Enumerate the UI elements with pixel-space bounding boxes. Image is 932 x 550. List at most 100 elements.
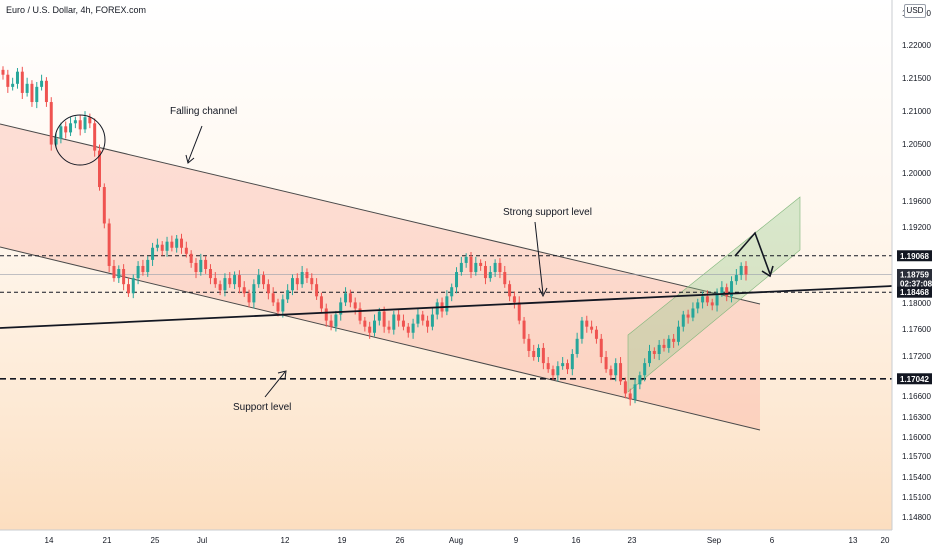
price-tick-label: 1.14800 — [902, 513, 931, 522]
gap-highlight-circle[interactable] — [54, 114, 106, 166]
time-tick-label: 9 — [514, 536, 519, 545]
price-tag[interactable] — [897, 250, 932, 262]
time-tick-label: Sep — [707, 536, 722, 545]
candle-body — [146, 259, 150, 273]
candle-body — [136, 265, 140, 279]
candle-body — [78, 120, 82, 130]
candle-body — [715, 293, 719, 306]
time-axis-panel[interactable] — [0, 530, 892, 550]
strong-support-trendline[interactable] — [0, 285, 893, 329]
time-tick-label: 26 — [396, 536, 405, 545]
price-tick-label: 1.22000 — [902, 41, 931, 50]
candle-body — [541, 347, 545, 364]
candle-body — [498, 262, 502, 273]
candle-body — [223, 278, 227, 291]
candle-body — [667, 338, 671, 348]
candle-body — [469, 256, 473, 273]
candle-body — [30, 83, 34, 103]
candle-body — [151, 247, 155, 260]
candle-body — [377, 311, 381, 321]
candle-body — [199, 259, 203, 273]
price-tag[interactable] — [897, 269, 932, 290]
time-tick-label: 19 — [338, 536, 347, 545]
candle-body — [648, 350, 652, 364]
candle-body — [556, 366, 560, 376]
candle-body — [180, 238, 184, 248]
falling-channel-arrowhead — [185, 154, 195, 164]
price-tick-label: 1.21500 — [902, 74, 931, 83]
candle-body — [609, 369, 613, 376]
candle-body — [397, 314, 401, 321]
candle-body — [512, 296, 516, 303]
candle-body — [348, 293, 352, 303]
projection-path[interactable] — [734, 231, 771, 275]
price-tick-label: 1.17200 — [902, 352, 931, 361]
candle-body — [160, 244, 164, 251]
candle-body — [93, 123, 97, 151]
annotation-label[interactable]: Strong support level — [503, 207, 592, 218]
candle-body — [155, 244, 159, 248]
currency-badge[interactable]: USD — [904, 4, 926, 18]
candle-body — [184, 247, 188, 254]
candle-body — [15, 71, 19, 84]
candle-body — [276, 302, 280, 312]
price-tick-label: 1.20500 — [902, 140, 931, 149]
candle-body — [11, 83, 15, 87]
candle-body — [290, 278, 294, 291]
candle-body — [638, 375, 642, 385]
candle-body — [252, 284, 256, 303]
candle-body — [421, 314, 425, 321]
candle-body — [643, 363, 647, 376]
candle-body — [537, 347, 541, 358]
candle-body — [580, 320, 584, 339]
price-tag[interactable] — [897, 286, 932, 298]
candle-body — [373, 320, 376, 333]
candle-body — [218, 284, 222, 291]
falling-channel-upper-line[interactable] — [0, 123, 761, 305]
candle-body — [426, 320, 430, 327]
candle-body — [561, 363, 565, 367]
candle-body — [69, 123, 73, 133]
price-tick-label: 1.16600 — [902, 392, 931, 401]
candle-body — [344, 293, 348, 303]
candle-body — [725, 287, 729, 297]
candle-body — [310, 278, 314, 285]
candle-body — [237, 275, 241, 288]
falling-channel-fill — [0, 124, 760, 430]
candle-body — [131, 278, 135, 294]
candle-body — [73, 120, 77, 124]
candle-body — [720, 287, 724, 294]
candle-body — [628, 393, 632, 400]
candle-body — [594, 329, 598, 339]
strong-support-arrowhead — [538, 287, 548, 298]
candle-body — [363, 320, 367, 327]
candle-body — [49, 102, 53, 145]
candle-body — [329, 320, 333, 327]
price-tag-label: 1.19068 — [900, 252, 929, 261]
time-tick-label: 20 — [881, 536, 890, 545]
falling-channel-lower-line[interactable] — [0, 246, 761, 431]
annotation-label[interactable]: Support level — [233, 402, 291, 413]
falling-channel-pointer — [187, 125, 203, 163]
candle-body — [339, 302, 343, 315]
price-tag[interactable] — [897, 373, 932, 385]
candle-body — [691, 308, 695, 318]
candle-body — [455, 272, 459, 288]
candle-body — [681, 314, 685, 327]
time-tick-label: 25 — [151, 536, 160, 545]
candle-body — [83, 117, 87, 130]
candle-body — [305, 272, 309, 279]
price-tick-label: 1.19600 — [902, 197, 931, 206]
annotation-label[interactable]: Falling channel — [170, 106, 237, 117]
candle-body — [358, 308, 362, 321]
price-tag-label: 1.17042 — [900, 375, 929, 384]
candle-body — [175, 238, 179, 248]
candle-body — [64, 126, 68, 133]
candle-body — [6, 74, 10, 87]
price-tick-label: 1.18000 — [902, 299, 931, 308]
price-tick-label: 1.20000 — [902, 169, 931, 178]
candle-body — [672, 338, 676, 342]
candle-body — [141, 265, 145, 273]
